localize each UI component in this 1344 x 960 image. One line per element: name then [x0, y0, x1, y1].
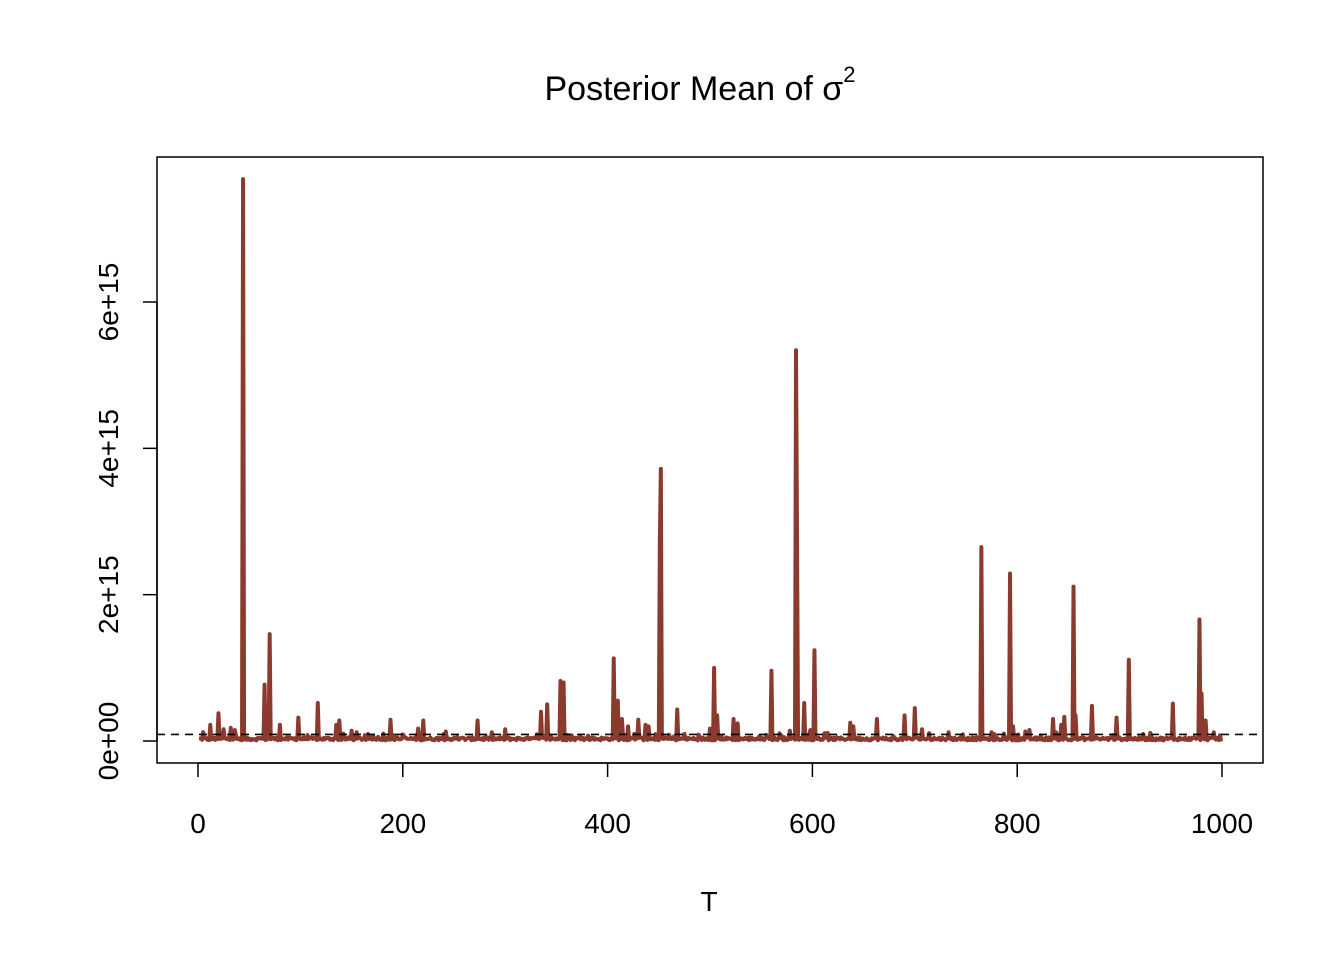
- x-tick-label: 0: [190, 808, 206, 839]
- y-tick-label: 6e+15: [93, 263, 124, 342]
- chart-title-superscript: 2: [843, 62, 855, 87]
- chart-title: Posterior Mean of σ2: [544, 62, 855, 108]
- y-tick-label: 0e+00: [93, 702, 124, 781]
- chart-title-text: Posterior Mean of σ: [544, 70, 843, 108]
- y-tick-label: 2e+15: [93, 555, 124, 634]
- x-tick-label: 200: [379, 808, 426, 839]
- x-axis-label: T: [700, 886, 717, 917]
- y-axis: 0e+00 2e+15 4e+15 6e+15: [93, 263, 158, 781]
- x-tick-label: 1000: [1191, 808, 1253, 839]
- y-tick-label: 4e+15: [93, 409, 124, 488]
- x-tick-label: 600: [789, 808, 836, 839]
- x-tick-label: 400: [584, 808, 631, 839]
- x-axis: 0 200 400 600 800 1000: [190, 762, 1253, 839]
- x-tick-label: 800: [994, 808, 1041, 839]
